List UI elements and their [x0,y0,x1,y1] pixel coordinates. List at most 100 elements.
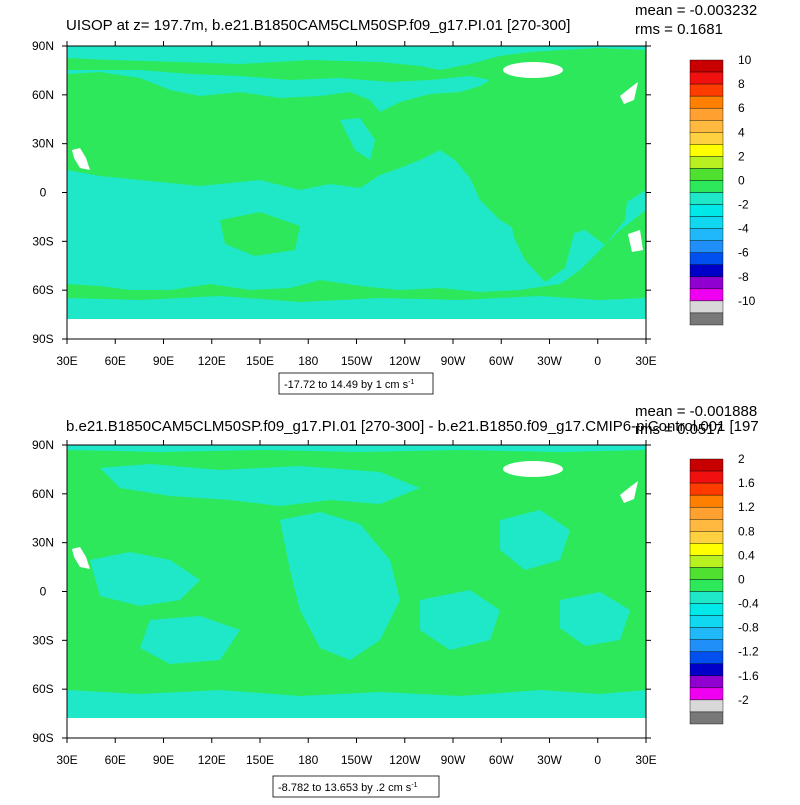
panel-2-range-text: -8.782 to 13.653 by .2 cm s [278,782,412,794]
colorbar-label: 0.8 [738,524,755,538]
x-tick-label: 60W [489,753,514,767]
colorbar-swatch [689,192,724,205]
panel-1-map [67,46,646,339]
colorbar-swatch [689,663,724,677]
colorbar-swatch [689,107,724,121]
panel-2-mean: mean = -0.001888 [635,403,757,420]
colorbar-label: 1.6 [738,476,755,490]
x-tick-label: 60E [105,753,126,767]
x-tick-label: 150W [341,753,373,767]
panel-1-land-detail [220,150,630,282]
y-tick-label: 60S [32,682,53,696]
x-tick-label: 180 [298,753,318,767]
colorbar-label: 2 [738,452,745,466]
y-tick-label: 60S [32,283,53,297]
colorbar-swatch [689,120,724,133]
colorbar-label: -1.2 [738,645,759,659]
panel-2-ice-patches [72,461,638,569]
panel-2-colorbar: 2 1.6 1.2 0.8 0.4 0 -0.4 -0.8 -1.2 -1.6 -2 [689,452,759,725]
x-tick-label: 30E [56,753,77,767]
y-tick-label: 0 [40,186,47,200]
panel-1-range-note: -17.72 to 14.49 by 1 cm s-1 [278,372,434,395]
colorbar-swatch [689,651,724,664]
colorbar-swatch [689,168,724,181]
y-tick-label: 60N [32,487,54,501]
x-tick-label: 150W [341,354,373,368]
colorbar-swatch [689,156,724,169]
panel-2-axis-ticks: 30E 60E 90E 120E 150E 180 150W 120W 90W 60W 30W 0 30… [32,438,657,767]
panel-2-range-note: -8.782 to 13.653 by .2 cm s-1 [272,775,440,798]
colorbar-swatch [689,71,724,85]
y-tick-label: 90N [32,438,54,452]
colorbar-swatch [689,458,724,472]
panel-2-rms: rms = 0.0517 [635,421,723,438]
colorbar-swatch [689,711,724,725]
colorbar-swatch [689,288,724,302]
colorbar-label: -2 [738,198,749,212]
panel-1-antarctic-blank [67,319,646,339]
x-tick-label: 90E [153,354,174,368]
x-tick-label: 0 [594,753,601,767]
y-tick-label: 0 [40,585,47,599]
panel-2-map [67,445,646,738]
svg-text:-17.72 to 14.49 by 1 cm s-1: -17.72 to 14.49 by 1 cm s-1 [284,379,414,391]
colorbar-swatch [689,95,724,109]
colorbar-swatch [689,591,724,604]
colorbar-label: 2 [738,149,745,163]
x-tick-label: 180 [298,354,318,368]
colorbar-label: 1.2 [738,500,755,514]
colorbar-swatch [689,470,724,484]
svg-text:-8.782 to 13.653 by .2 cm s-1: -8.782 to 13.653 by .2 cm s-1 [278,782,418,794]
colorbar-swatch [689,240,724,253]
colorbar-label: 6 [738,101,745,115]
x-tick-label: 120W [389,753,421,767]
colorbar-swatch [689,482,724,496]
panel-1-rms: rms = 0.1681 [635,21,723,38]
colorbar-swatch [689,687,724,701]
colorbar-swatch [689,312,724,326]
colorbar-label: 0.4 [738,548,755,562]
x-tick-label: 30W [537,753,562,767]
colorbar-label: 4 [738,125,745,139]
panel-1-colorbar: 10 8 6 4 2 0 -2 -4 -6 -8 -10 [689,53,756,326]
x-tick-label: 60W [489,354,514,368]
x-tick-label: 60E [105,354,126,368]
colorbar-label: -6 [738,246,749,260]
y-tick-label: 30S [32,633,53,647]
x-tick-label: 120E [198,753,226,767]
x-tick-label: 30E [56,354,77,368]
colorbar-swatch [689,276,724,290]
colorbar-swatch [689,699,724,713]
colorbar-swatch [689,519,724,532]
colorbar-swatch [689,675,724,689]
panel-1-range-sup: -1 [408,379,414,386]
colorbar-swatch [689,494,724,508]
panel-1-ice-patches [72,62,643,252]
x-tick-label: 90W [441,354,466,368]
panel-2: b.e21.B1850CAM5CLM50SP.f09_g17.PI.01 [27… [32,403,759,798]
colorbar-label: -8 [738,270,749,284]
colorbar-label: -1.6 [738,669,759,683]
colorbar-swatch [689,639,724,652]
colorbar-swatch [689,579,724,592]
colorbar-swatch [689,603,724,616]
y-tick-label: 90S [32,731,53,745]
x-tick-label: 90E [153,753,174,767]
colorbar-label: 0 [738,173,745,187]
y-tick-label: 30S [32,234,53,248]
y-tick-label: 60N [32,88,54,102]
y-tick-label: 90N [32,39,54,53]
x-tick-label: 90W [441,753,466,767]
colorbar-swatch [689,216,724,229]
x-tick-label: 120W [389,354,421,368]
colorbar-label: 0 [738,572,745,586]
colorbar-swatch [689,144,724,157]
x-tick-label: 30W [537,354,562,368]
x-tick-label: 30E [635,753,656,767]
colorbar-swatch [689,567,724,580]
panel-1: UISOP at z= 197.7m, b.e21.B1850CAM5CLM50… [32,2,757,395]
y-tick-label: 30N [32,137,54,151]
panel-1-title: UISOP at z= 197.7m, b.e21.B1850CAM5CLM50… [66,17,570,34]
colorbar-swatch [689,228,724,241]
